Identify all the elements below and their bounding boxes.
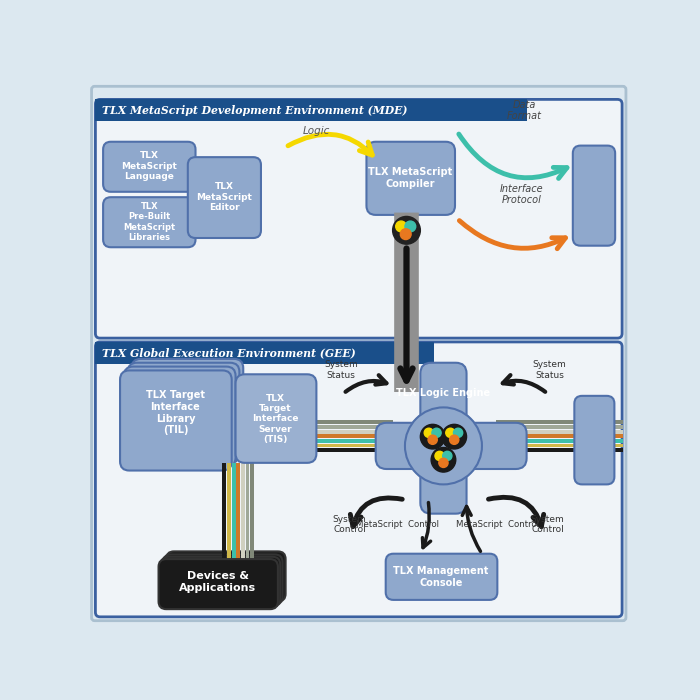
FancyBboxPatch shape xyxy=(394,213,419,392)
FancyBboxPatch shape xyxy=(120,370,232,470)
Bar xyxy=(496,448,623,452)
Bar xyxy=(496,430,623,433)
Bar xyxy=(316,434,393,438)
Text: TLX
Pre-Built
MetaScript
Libraries: TLX Pre-Built MetaScript Libraries xyxy=(123,202,176,242)
Text: TLX Logic Engine: TLX Logic Engine xyxy=(396,389,491,398)
Bar xyxy=(237,463,240,566)
Text: TLX MetaScript Development Environment (MDE): TLX MetaScript Development Environment (… xyxy=(102,105,407,116)
FancyBboxPatch shape xyxy=(367,141,455,215)
Bar xyxy=(496,425,623,429)
Text: TLX Target
Interface
Library
(TIL): TLX Target Interface Library (TIL) xyxy=(146,391,205,435)
FancyBboxPatch shape xyxy=(158,559,278,609)
FancyBboxPatch shape xyxy=(161,556,280,607)
FancyBboxPatch shape xyxy=(95,99,622,338)
Text: System
Status: System Status xyxy=(533,360,566,379)
Bar xyxy=(250,463,254,566)
FancyBboxPatch shape xyxy=(92,86,626,621)
Circle shape xyxy=(432,428,441,438)
Text: System
Status: System Status xyxy=(324,360,358,379)
Bar xyxy=(227,463,231,566)
Bar xyxy=(241,463,245,566)
Text: TLX
MetaScript
Language: TLX MetaScript Language xyxy=(121,151,177,181)
Circle shape xyxy=(449,435,459,444)
Circle shape xyxy=(435,452,444,461)
Text: TLX
MetaScript
Editor: TLX MetaScript Editor xyxy=(196,182,252,212)
FancyBboxPatch shape xyxy=(376,423,526,469)
Bar xyxy=(316,439,393,443)
Bar xyxy=(223,463,226,566)
Text: Data
Format: Data Format xyxy=(507,100,542,121)
Text: TLX
Target
Interface
Server
(TIS): TLX Target Interface Server (TIS) xyxy=(252,393,299,444)
Text: System
Control: System Control xyxy=(531,514,564,534)
FancyBboxPatch shape xyxy=(386,554,497,600)
Text: Devices &
Applications: Devices & Applications xyxy=(179,571,256,593)
Text: Interface
Protocol: Interface Protocol xyxy=(500,183,544,205)
Text: TLX Global Execution Environment (GEE): TLX Global Execution Environment (GEE) xyxy=(102,347,356,358)
Bar xyxy=(95,99,526,121)
Circle shape xyxy=(424,428,433,438)
FancyBboxPatch shape xyxy=(103,141,195,192)
FancyBboxPatch shape xyxy=(573,146,615,246)
Text: Logic: Logic xyxy=(302,126,330,136)
Circle shape xyxy=(431,447,456,472)
Bar xyxy=(316,425,393,429)
FancyBboxPatch shape xyxy=(188,157,261,238)
Bar xyxy=(496,444,623,447)
FancyBboxPatch shape xyxy=(132,359,244,459)
FancyBboxPatch shape xyxy=(95,342,622,617)
Circle shape xyxy=(428,435,438,444)
Circle shape xyxy=(393,216,420,244)
Bar xyxy=(316,448,393,452)
FancyBboxPatch shape xyxy=(124,367,235,467)
FancyBboxPatch shape xyxy=(420,363,466,514)
Bar xyxy=(316,430,393,433)
Bar xyxy=(496,439,623,443)
Text: MetaScript  Control: MetaScript Control xyxy=(356,520,439,529)
Bar xyxy=(496,421,623,424)
FancyBboxPatch shape xyxy=(163,554,283,605)
Text: TLX MetaScript
Compiler: TLX MetaScript Compiler xyxy=(368,167,452,189)
Bar xyxy=(232,463,235,566)
Bar xyxy=(95,342,434,363)
Circle shape xyxy=(400,229,411,239)
Circle shape xyxy=(439,458,448,468)
Circle shape xyxy=(395,221,407,232)
FancyBboxPatch shape xyxy=(167,552,286,601)
Circle shape xyxy=(442,452,452,461)
Bar xyxy=(316,444,393,447)
Circle shape xyxy=(454,428,463,438)
Circle shape xyxy=(442,424,466,449)
Text: MetaScript  Control: MetaScript Control xyxy=(456,520,539,529)
Circle shape xyxy=(420,424,445,449)
Circle shape xyxy=(405,407,482,484)
FancyBboxPatch shape xyxy=(127,363,239,463)
Bar xyxy=(316,421,393,424)
Bar xyxy=(496,434,623,438)
Bar xyxy=(246,463,249,566)
FancyBboxPatch shape xyxy=(235,374,316,463)
Circle shape xyxy=(446,428,455,438)
Text: System
Control: System Control xyxy=(332,514,366,534)
Circle shape xyxy=(405,221,416,232)
FancyBboxPatch shape xyxy=(574,396,615,484)
FancyBboxPatch shape xyxy=(103,197,195,247)
Text: TLX Management
Console: TLX Management Console xyxy=(393,566,489,587)
